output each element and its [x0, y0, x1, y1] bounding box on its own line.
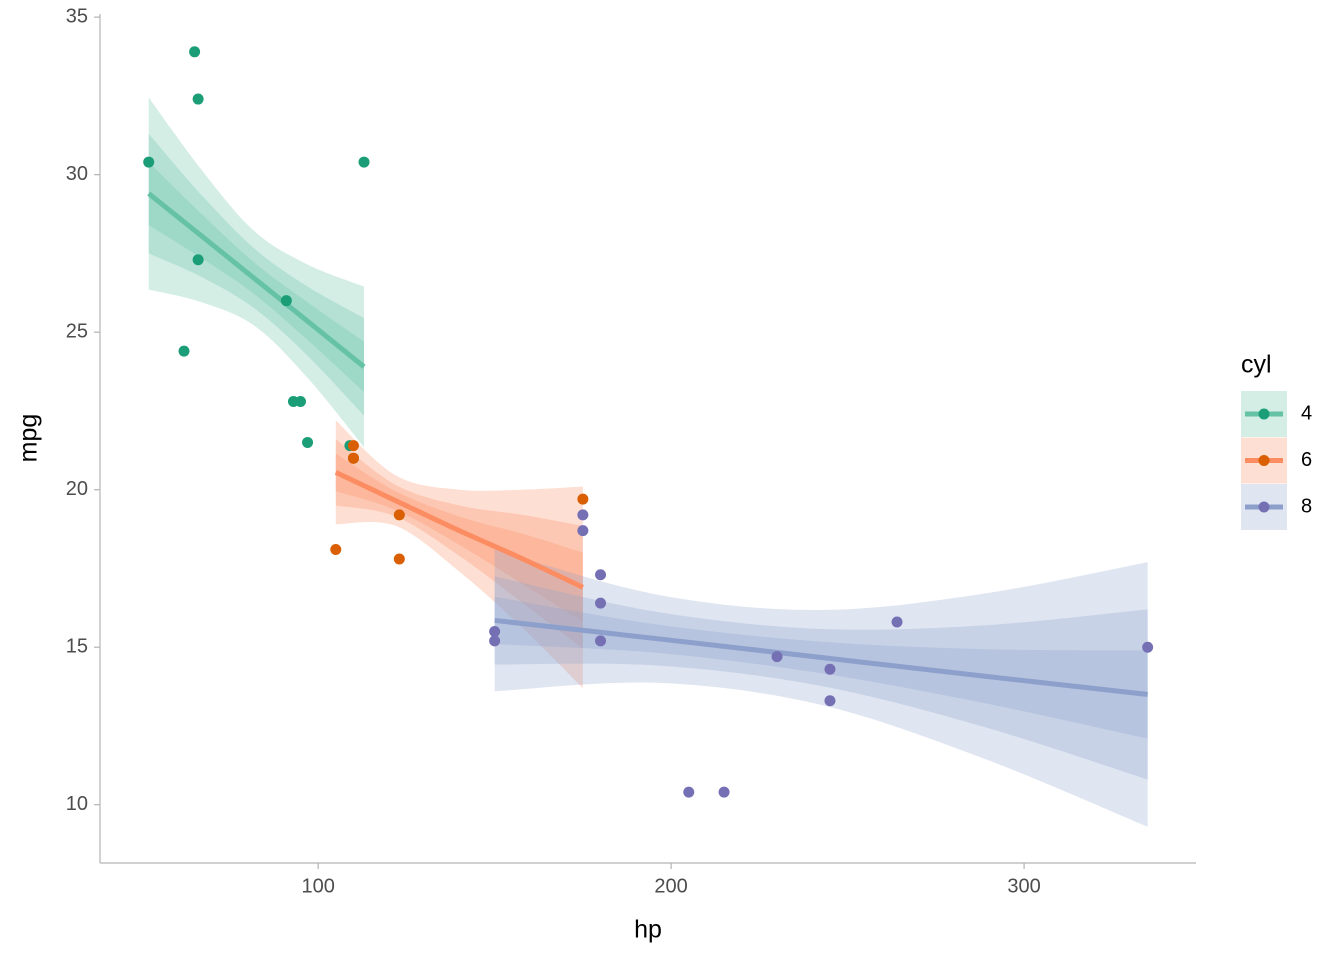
point [347, 452, 359, 464]
y-tick-label: 30 [66, 163, 88, 185]
point [294, 395, 306, 407]
point [178, 345, 190, 357]
legend-label: 8 [1301, 495, 1312, 517]
point [358, 156, 370, 168]
y-tick-label: 10 [66, 793, 88, 815]
y-tick-label: 15 [66, 635, 88, 657]
point [143, 156, 155, 168]
point [347, 440, 359, 452]
confidence-band [335, 453, 583, 623]
point [1142, 641, 1154, 653]
point [891, 616, 903, 628]
y-axis-title: mpg [15, 414, 43, 463]
confidence-band [494, 576, 1148, 780]
point [393, 553, 405, 565]
x-tick-label: 200 [654, 875, 687, 897]
y-tick-label: 20 [66, 478, 88, 500]
y-tick-label: 35 [66, 5, 88, 27]
point [330, 544, 342, 556]
confidence-band [494, 596, 1148, 739]
point [824, 663, 836, 675]
y-tick-label: 25 [66, 320, 88, 342]
point [718, 786, 730, 798]
point [577, 525, 589, 537]
fit-line [494, 617, 1148, 697]
x-axis-title: hp [634, 916, 662, 944]
legend-title: cyl [1241, 351, 1272, 379]
x-tick-label: 300 [1007, 875, 1040, 897]
point [771, 651, 783, 663]
legend-label: 6 [1301, 449, 1312, 471]
point [683, 786, 695, 798]
point [489, 635, 501, 647]
fit-line [147, 191, 366, 369]
legend-key-point [1258, 408, 1270, 420]
point [302, 436, 314, 448]
point [595, 569, 607, 581]
point [192, 93, 204, 105]
confidence-band [494, 549, 1148, 827]
point [192, 254, 204, 266]
point [577, 509, 589, 521]
confidence-band [335, 439, 583, 649]
legend-label: 4 [1301, 402, 1312, 424]
point [595, 597, 607, 609]
fit-line [334, 470, 584, 590]
point [577, 493, 589, 505]
point [189, 46, 201, 58]
confidence-band [148, 133, 365, 416]
point [595, 635, 607, 647]
point [824, 695, 836, 707]
legend-key-point [1258, 455, 1270, 466]
point [393, 509, 405, 521]
x-tick-label: 100 [301, 875, 334, 897]
point [280, 295, 292, 307]
point [489, 625, 501, 637]
confidence-band [148, 97, 365, 448]
legend-key-point [1258, 501, 1270, 513]
